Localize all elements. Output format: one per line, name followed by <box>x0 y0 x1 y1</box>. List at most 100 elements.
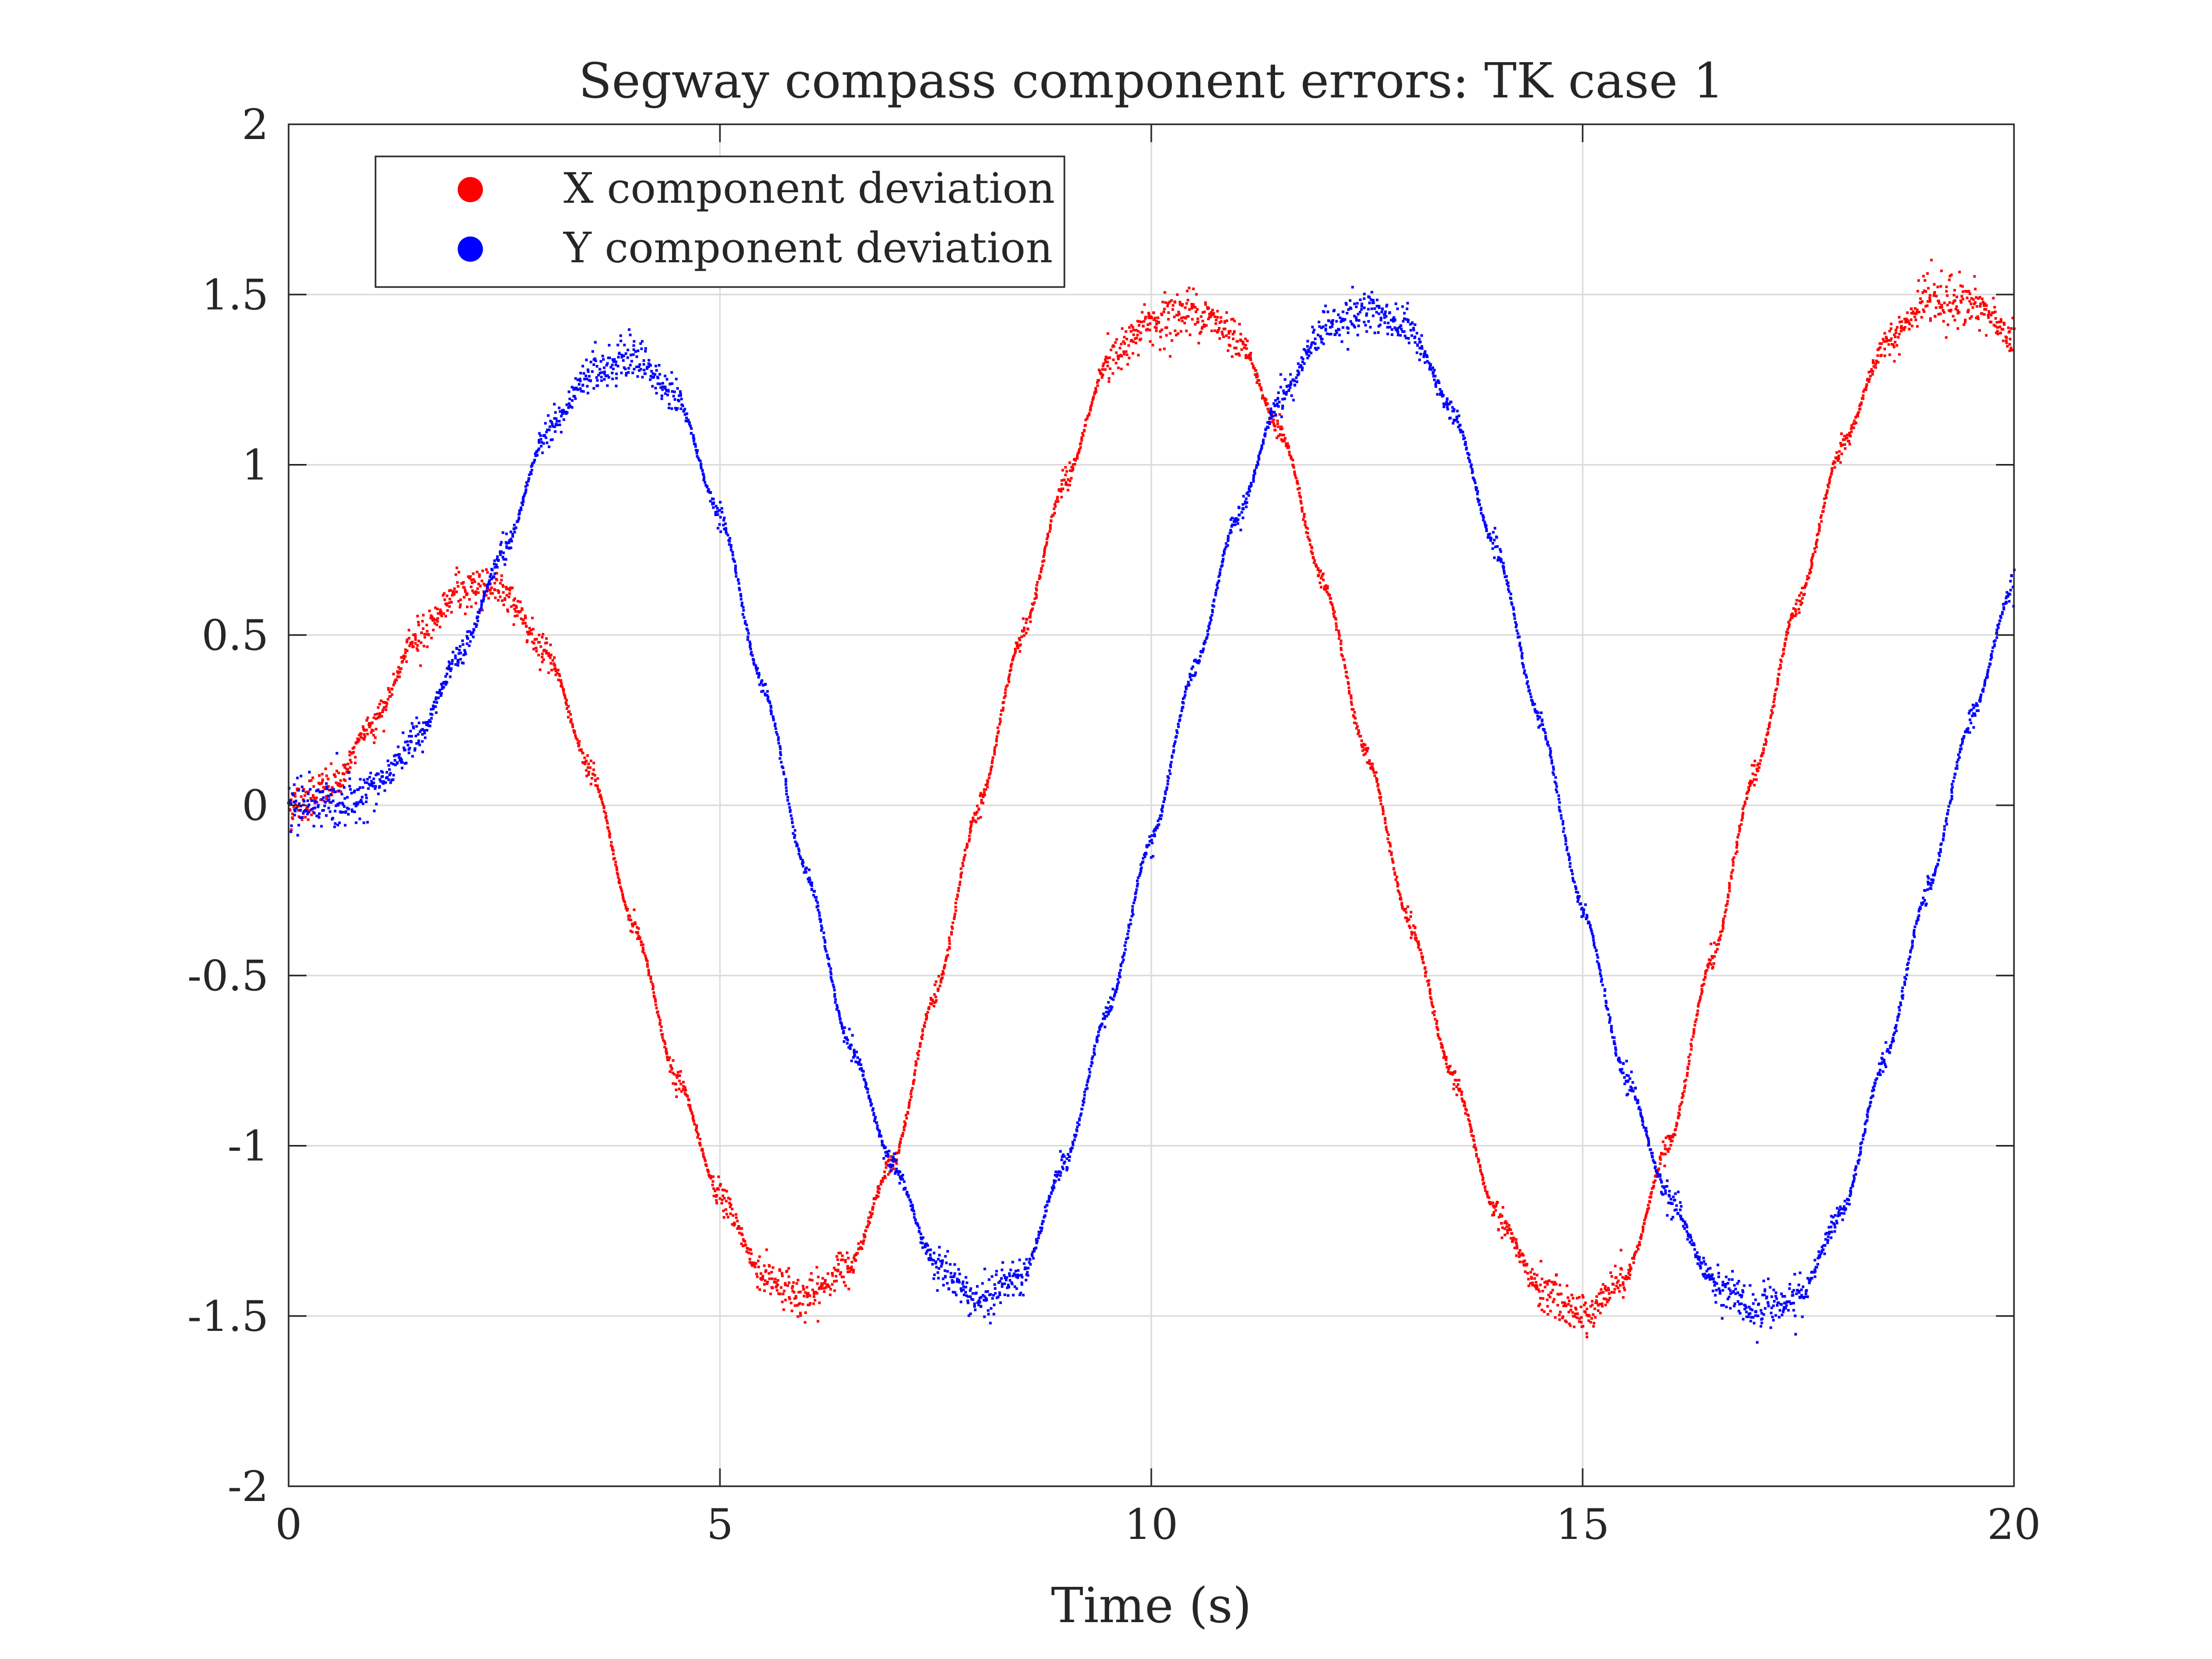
data-point <box>332 799 335 803</box>
data-point <box>964 1286 967 1289</box>
data-point <box>1672 1134 1675 1137</box>
data-point <box>1325 584 1328 587</box>
data-point <box>1562 1315 1565 1318</box>
data-point <box>1240 339 1243 342</box>
data-point <box>1172 745 1176 748</box>
data-point <box>1719 938 1722 941</box>
data-point <box>881 1177 884 1180</box>
data-point <box>1166 304 1169 308</box>
data-point <box>333 809 337 813</box>
data-point <box>565 703 568 706</box>
data-point <box>1062 1153 1065 1157</box>
data-point <box>1157 321 1160 324</box>
data-point <box>765 1282 768 1285</box>
data-point <box>1607 1288 1610 1291</box>
data-point <box>1287 446 1290 449</box>
data-point <box>374 736 377 739</box>
data-point <box>1658 1162 1662 1166</box>
data-point <box>1966 311 1969 314</box>
data-point <box>457 661 460 664</box>
data-point <box>1897 335 1900 339</box>
data-point <box>490 586 493 589</box>
data-point <box>830 978 833 981</box>
data-point <box>1715 943 1718 946</box>
data-point <box>1123 951 1126 954</box>
data-point <box>354 756 357 759</box>
data-point <box>1104 368 1107 371</box>
data-point <box>1838 450 1841 453</box>
data-point <box>933 1251 936 1255</box>
data-point <box>987 773 991 776</box>
data-point <box>666 1055 669 1059</box>
data-point <box>1991 311 1994 314</box>
data-point <box>674 407 677 410</box>
data-point <box>457 570 460 574</box>
data-point <box>1165 334 1168 337</box>
data-point <box>1163 796 1166 799</box>
data-point <box>1910 308 1913 311</box>
data-point <box>1953 299 1957 302</box>
data-point <box>1533 1277 1536 1280</box>
data-point <box>1173 329 1177 332</box>
data-point <box>853 1055 856 1058</box>
data-point <box>1107 1001 1110 1004</box>
data-point <box>1004 1276 1007 1279</box>
data-point <box>462 661 465 665</box>
data-point <box>1868 371 1871 374</box>
data-point <box>895 1162 898 1165</box>
data-point <box>1214 322 1217 325</box>
data-point <box>951 921 954 924</box>
data-point <box>600 798 603 801</box>
data-point <box>927 1007 931 1010</box>
data-point <box>341 803 344 806</box>
data-point <box>1107 332 1110 335</box>
data-point <box>1191 665 1194 668</box>
data-point <box>438 692 441 695</box>
data-point <box>404 762 408 765</box>
data-point <box>517 610 520 614</box>
data-point <box>682 1085 685 1088</box>
data-point <box>369 772 372 775</box>
data-point <box>615 360 618 363</box>
data-point <box>422 721 425 724</box>
data-point <box>658 373 661 376</box>
data-point <box>1154 828 1157 832</box>
data-point <box>350 808 353 812</box>
data-point <box>513 530 516 534</box>
data-point <box>637 934 640 937</box>
data-point <box>998 1291 1001 1295</box>
data-point <box>1377 783 1380 786</box>
data-point <box>1340 653 1343 656</box>
data-point <box>849 1047 852 1050</box>
data-point <box>389 781 392 784</box>
data-point <box>525 488 528 491</box>
data-point <box>887 1158 891 1161</box>
data-point <box>1132 340 1135 343</box>
data-point <box>1249 354 1252 357</box>
data-point <box>755 669 758 672</box>
data-point <box>1197 661 1200 665</box>
data-point <box>871 1109 874 1112</box>
data-point <box>1247 355 1250 358</box>
data-point <box>927 1249 930 1252</box>
data-point <box>337 782 340 785</box>
data-point <box>953 917 956 920</box>
data-point <box>344 779 347 782</box>
data-point <box>1362 743 1365 746</box>
data-point <box>425 633 428 636</box>
data-point <box>289 808 292 812</box>
data-point <box>1214 594 1217 597</box>
data-point <box>1621 1276 1624 1279</box>
data-point <box>462 596 466 599</box>
data-point <box>772 1266 775 1269</box>
data-point <box>1467 1118 1470 1121</box>
data-point <box>793 829 796 832</box>
data-point <box>405 640 408 644</box>
data-point <box>1099 1025 1102 1028</box>
data-point <box>1988 310 1991 313</box>
data-point <box>1783 644 1786 647</box>
data-point <box>516 519 519 522</box>
data-point <box>374 717 378 720</box>
data-point <box>1771 712 1774 715</box>
data-point <box>1589 1321 1592 1324</box>
